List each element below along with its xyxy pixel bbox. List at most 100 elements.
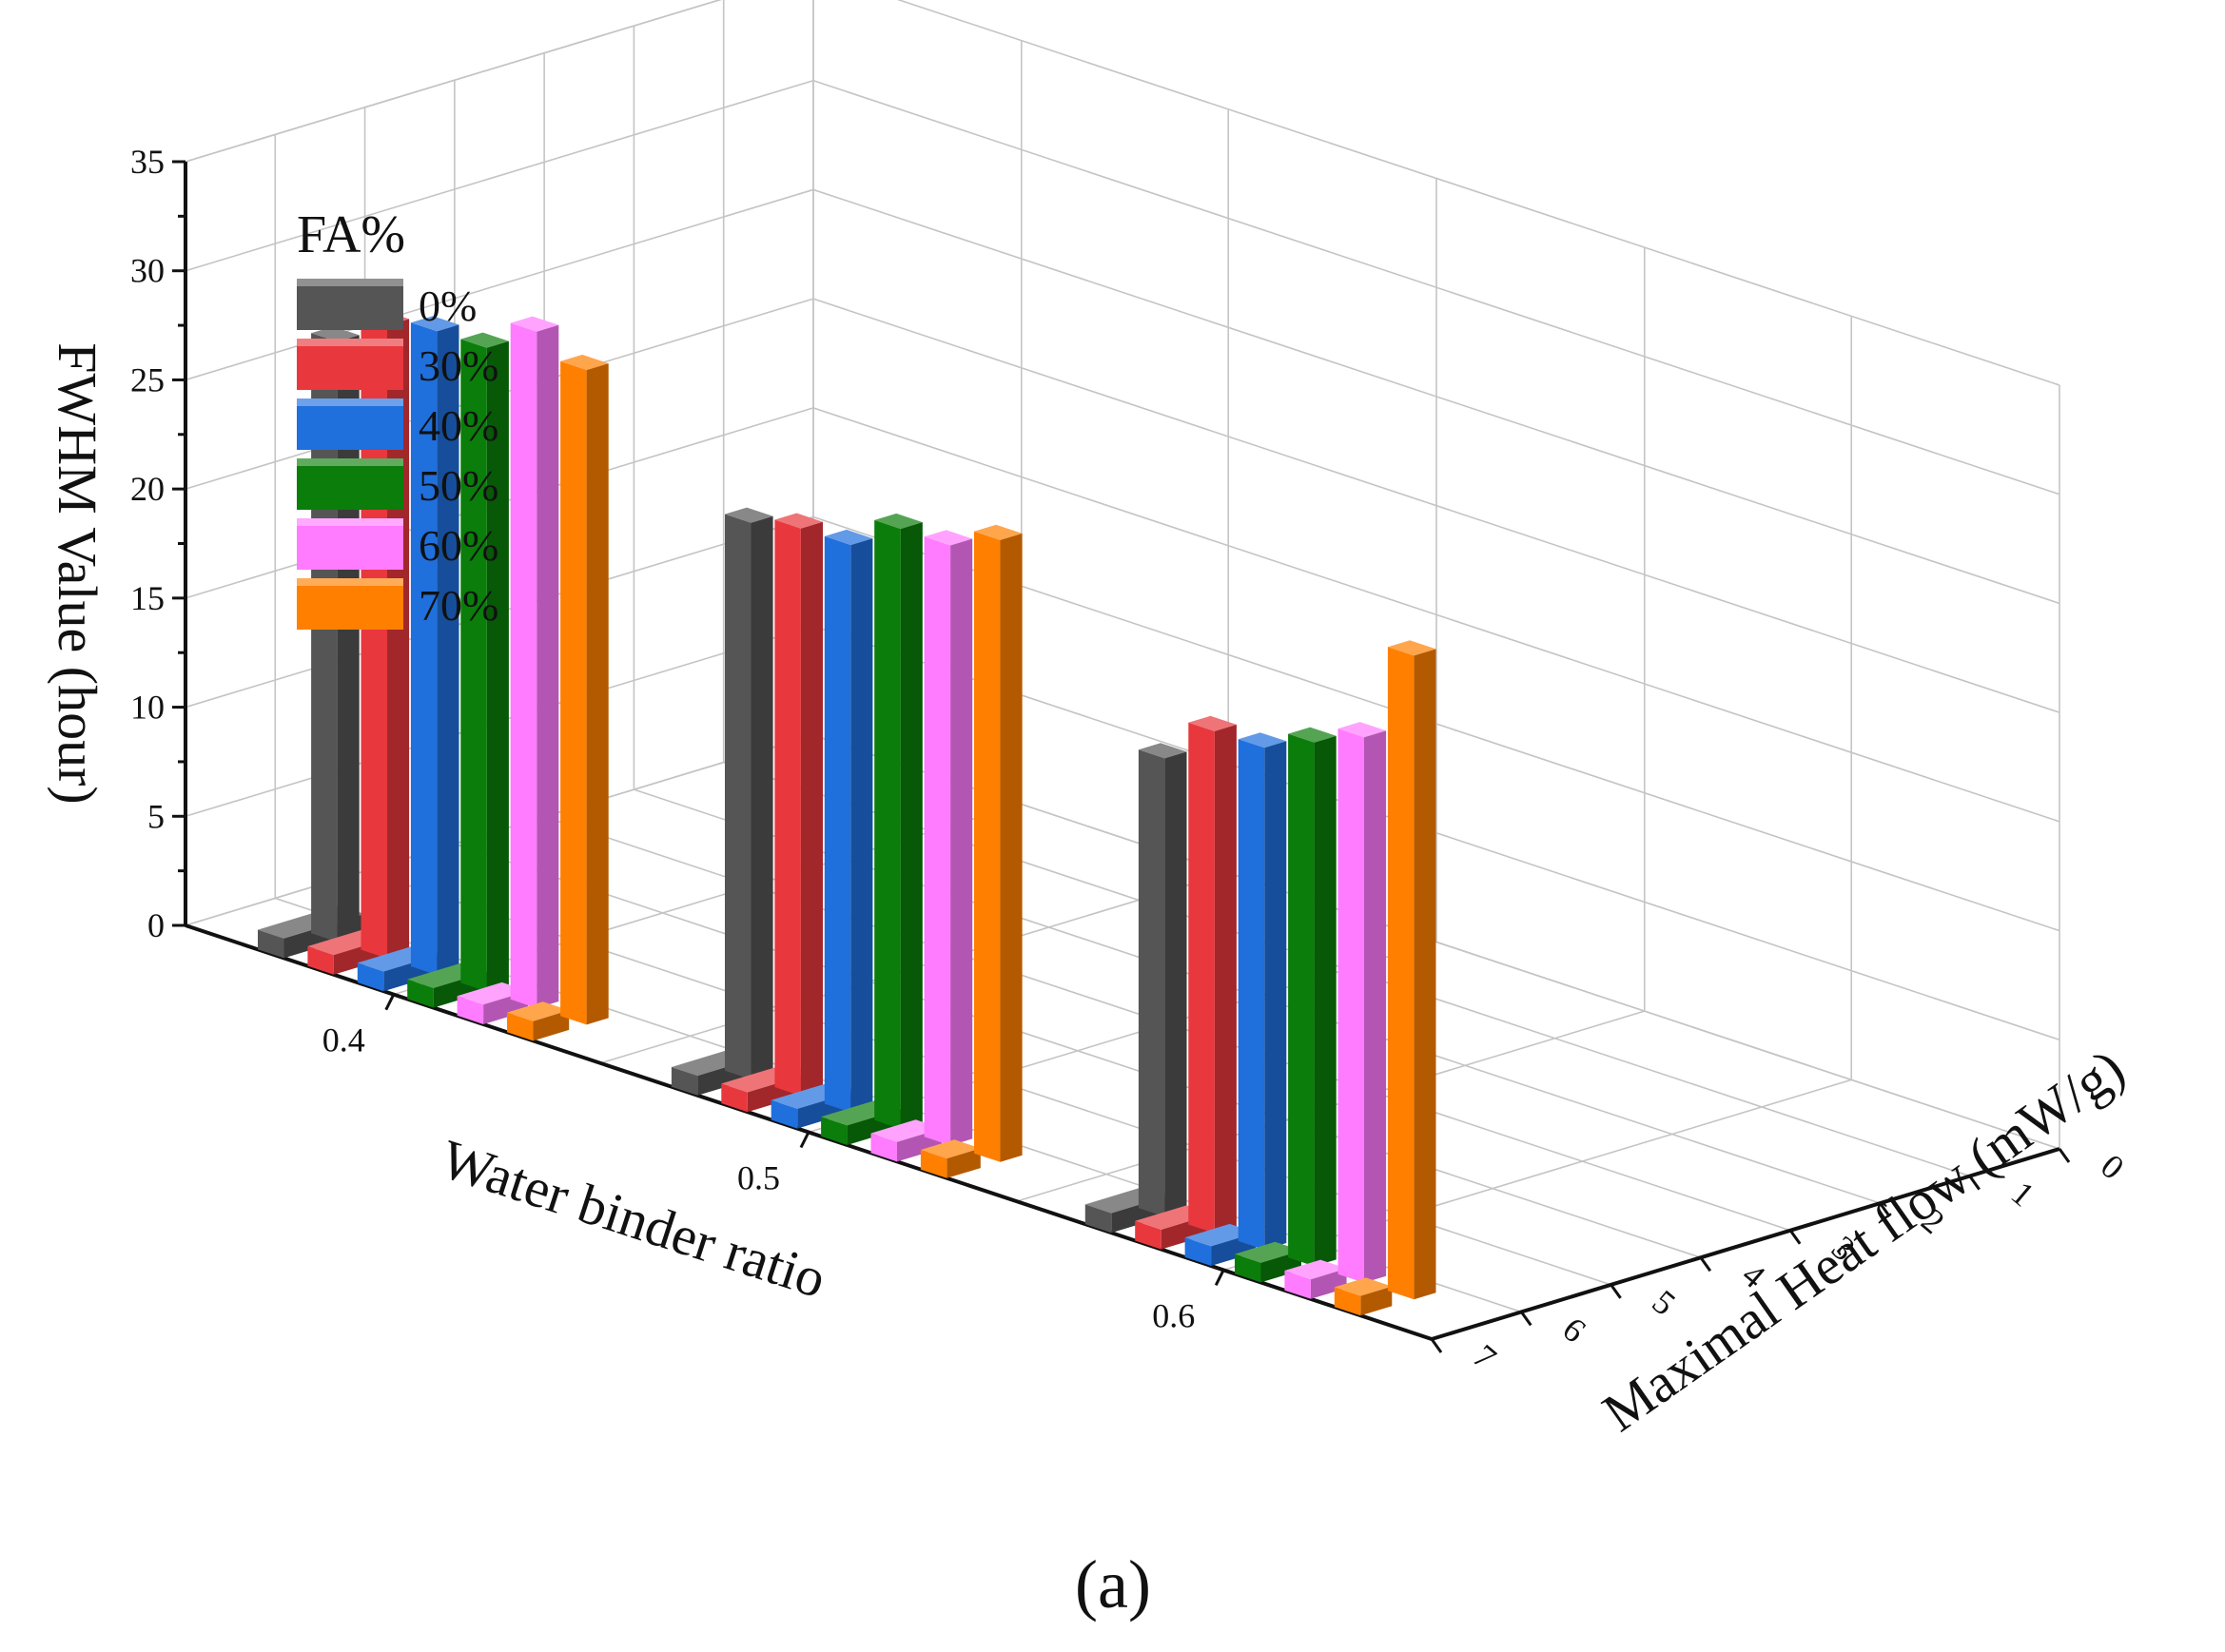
- heat-flow-tab-front: [1235, 1254, 1261, 1283]
- fwhm-bar-front: [874, 519, 901, 1129]
- legend-swatch-highlight: [297, 578, 403, 586]
- x-axis-title: Water binder ratio: [434, 1128, 833, 1311]
- fwhm-bar-top: [560, 354, 609, 371]
- heat-flow-tab-front: [507, 1012, 534, 1041]
- heat-flow-tab-front: [671, 1067, 698, 1096]
- fwhm-bar-top: [1288, 727, 1337, 743]
- heat-flow-tab: [1284, 1259, 1347, 1299]
- fwhm-bar-top: [460, 332, 509, 348]
- z-tick-label: 5: [147, 797, 165, 835]
- fwhm-bar-front: [410, 322, 438, 976]
- heat-flow-tab-front: [357, 962, 384, 992]
- fwhm-bar-top: [1138, 743, 1187, 759]
- legend-item: 30%: [297, 339, 498, 390]
- z-tick-label: 30: [130, 252, 165, 290]
- heat-flow-tab-top: [870, 1119, 943, 1142]
- heat-flow-tab-side: [947, 1148, 981, 1178]
- fwhm-bar-side: [1264, 741, 1287, 1250]
- fwhm-bar: [460, 332, 509, 992]
- fwhm-bar-top: [725, 507, 773, 523]
- heat-flow-tab-front: [1284, 1271, 1311, 1299]
- heat-flow-tab: [507, 1001, 570, 1041]
- y-tick-label: 6: [1555, 1310, 1593, 1350]
- x-tick-label: 0.4: [322, 1021, 365, 1059]
- fwhm-bar: [560, 354, 609, 1025]
- fwhm-bar-side: [1000, 533, 1023, 1162]
- legend-label: 40%: [419, 401, 498, 450]
- legend-swatch-highlight: [297, 398, 403, 406]
- y-tick-label: 5: [1646, 1283, 1684, 1323]
- heat-flow-tab: [1334, 1277, 1393, 1316]
- gridline-left-z: [185, 188, 814, 381]
- fwhm-bar: [1387, 640, 1436, 1300]
- fwhm-bar-side: [900, 522, 923, 1129]
- heat-flow-tab-side: [1310, 1268, 1347, 1299]
- fwhm-bar-front: [1188, 722, 1215, 1234]
- fwhm-bar-top: [1238, 732, 1287, 748]
- fwhm-bar-top: [874, 513, 923, 530]
- x-tick: [1214, 1269, 1225, 1287]
- fwhm-bar-side: [751, 515, 773, 1079]
- fwhm-bar: [510, 316, 559, 1009]
- heat-flow-tab-front: [721, 1083, 748, 1113]
- legend-swatch: [297, 578, 403, 630]
- x-tick-label: 0.6: [1152, 1296, 1195, 1334]
- y-tick: [1968, 1175, 1981, 1191]
- fwhm-bar-side: [950, 538, 973, 1146]
- heat-flow-tab-front: [821, 1117, 848, 1145]
- fwhm-bar: [1188, 715, 1237, 1234]
- fwhm-bar: [1337, 722, 1387, 1283]
- x-tick: [799, 1131, 810, 1149]
- fwhm-bar-top: [774, 513, 823, 529]
- fwhm-bar: [1288, 727, 1337, 1267]
- fwhm-bar: [410, 316, 459, 976]
- heat-flow-tab-top: [1284, 1259, 1347, 1280]
- heat-flow-tab-top: [920, 1139, 981, 1159]
- fwhm-bar-side: [437, 324, 459, 976]
- fwhm-bar-top: [974, 524, 1023, 540]
- panel-label: (a): [1075, 1546, 1151, 1623]
- fwhm-bar-side: [1364, 730, 1387, 1283]
- z-axis-title: FWHM Value (hour): [47, 342, 108, 804]
- fwhm-bar-side: [1314, 735, 1337, 1267]
- heat-flow-tab-side: [1360, 1286, 1393, 1316]
- legend-item: 60%: [297, 518, 498, 570]
- legend-swatch: [297, 458, 403, 510]
- heat-flow-tab-front: [258, 929, 284, 959]
- legend-item: 70%: [297, 578, 498, 630]
- y-tick: [2058, 1148, 2071, 1163]
- fwhm-bar: [824, 529, 873, 1113]
- gridline-top-left: [185, 0, 722, 163]
- z-tick-label: 15: [130, 579, 165, 617]
- fwhm-bar-front: [1387, 647, 1415, 1300]
- fwhm-bar-side: [486, 340, 509, 992]
- gridline-left-z: [185, 0, 722, 163]
- fwhm-bar-front: [974, 531, 1001, 1162]
- legend-item: 40%: [297, 398, 498, 450]
- fwhm-bar-front: [1138, 749, 1165, 1217]
- fwhm-bar-front: [560, 360, 587, 1025]
- heat-flow-tab-top: [507, 1001, 570, 1021]
- heat-flow-tab-front: [457, 996, 484, 1024]
- fwhm-bar: [874, 513, 923, 1129]
- z-tick-label: 35: [130, 143, 165, 181]
- fwhm-bar: [1238, 732, 1287, 1250]
- heat-flow-tab-front: [920, 1150, 947, 1178]
- fwhm-bar: [924, 530, 973, 1146]
- fwhm-bar-side: [537, 324, 559, 1008]
- z-tick-label: 25: [130, 360, 165, 398]
- legend-label: 60%: [419, 521, 498, 570]
- heat-flow-tab: [870, 1119, 943, 1162]
- legend-swatch: [297, 518, 403, 570]
- fwhm-bar: [974, 524, 1023, 1162]
- heat-flow-tab: [920, 1139, 981, 1178]
- legend-swatch-highlight: [297, 339, 403, 346]
- fwhm-bar-top: [1188, 715, 1237, 731]
- y-tick: [1699, 1256, 1712, 1273]
- fwhm-bar-side: [586, 363, 609, 1025]
- heat-flow-tab-top: [1334, 1277, 1393, 1296]
- fwhm-bar-side: [1414, 649, 1436, 1300]
- heat-flow-tab-front: [407, 979, 434, 1008]
- legend-swatch: [297, 279, 403, 330]
- fwhm-bar-front: [774, 519, 801, 1097]
